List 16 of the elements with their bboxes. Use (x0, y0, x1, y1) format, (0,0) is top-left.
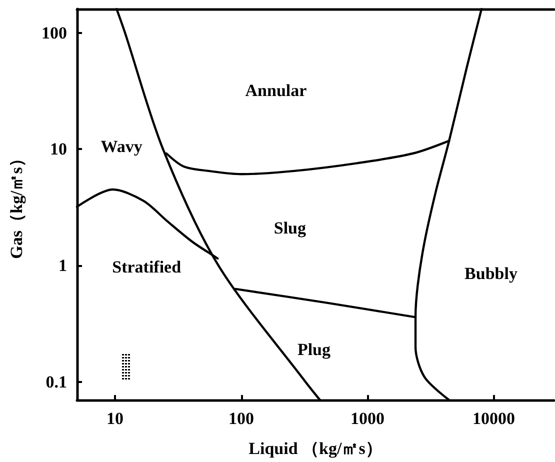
annotation: Wavy (100, 137, 143, 156)
y-tick-label: 0.1 (46, 372, 67, 392)
x-tick-label: 10000 (472, 409, 516, 428)
y-tick-label: 10 (50, 140, 67, 159)
annotation: Plug (297, 340, 332, 360)
x-tick-label: 1000 (350, 409, 385, 428)
y-axis-title: Gas（kg/㎡s） (7, 150, 26, 259)
annotation: Slug (274, 218, 306, 238)
annotation: Stratified (112, 258, 182, 277)
x-axis-title: Liquid （kg/㎡s） (248, 439, 382, 458)
x-tick-label: 100 (228, 409, 254, 428)
y-tick-label: 100 (42, 23, 67, 42)
annotation: Bubbly (464, 264, 518, 283)
annotation: Annular (245, 80, 308, 100)
x-tick-label: 10 (106, 409, 124, 428)
y-tick-label: 1 (58, 256, 67, 276)
